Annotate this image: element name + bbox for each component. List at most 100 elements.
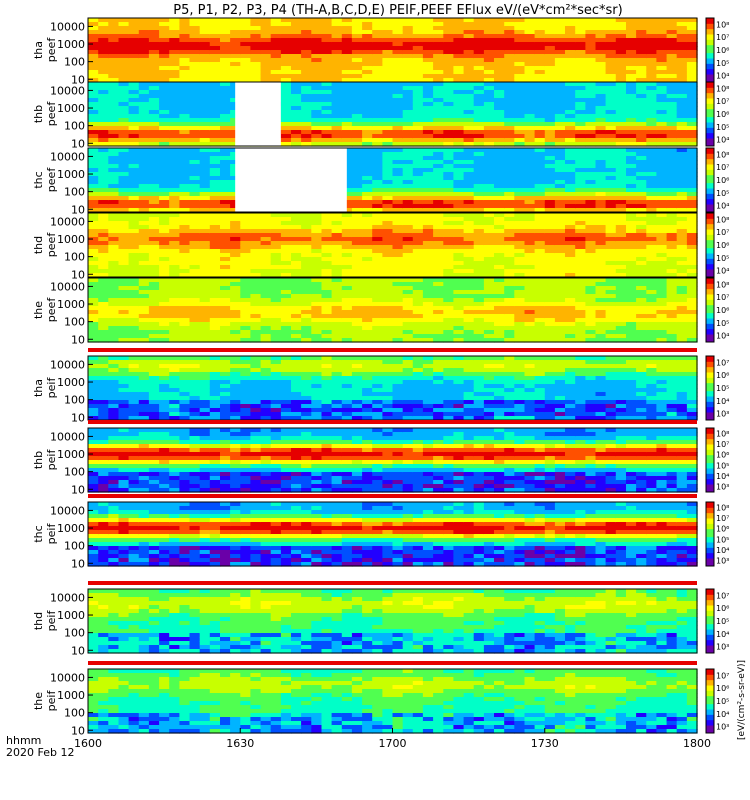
spectrogram-cell — [504, 118, 515, 123]
spectrogram-cell — [118, 94, 130, 99]
spectrogram-cell — [280, 134, 292, 139]
spectrogram-cell — [565, 152, 576, 157]
spectrogram-cell — [504, 176, 515, 181]
spectrogram-cell — [128, 269, 140, 274]
spectrogram-cell — [595, 217, 607, 222]
spectrogram-cell — [565, 338, 576, 343]
spectrogram-cell — [463, 261, 475, 266]
spectrogram-cell — [646, 302, 658, 307]
spectrogram-cell — [362, 237, 373, 242]
spectrogram-cell — [646, 318, 658, 323]
spectrogram-cell — [189, 172, 201, 177]
spectrogram-cell — [88, 18, 99, 23]
colorbar-segment — [706, 58, 714, 62]
spectrogram-cell — [473, 273, 485, 278]
spectrogram-cell — [331, 302, 343, 307]
spectrogram-cell — [88, 221, 99, 226]
spectrogram-cell — [382, 213, 394, 218]
spectrogram-cell — [575, 26, 586, 31]
spectrogram-cell — [189, 302, 201, 307]
spectrogram-cell — [138, 94, 150, 99]
spectrogram-cell — [179, 180, 191, 185]
spectrogram-cell — [676, 221, 688, 226]
spectrogram-cell — [463, 282, 475, 287]
spectrogram-cell — [463, 326, 475, 331]
spectrogram-cell — [351, 50, 363, 55]
spectrogram-cell — [534, 188, 546, 193]
spectrogram-cell — [483, 54, 495, 59]
spectrogram-cell — [554, 30, 566, 35]
spectrogram-cell — [605, 253, 617, 258]
spectrogram-cell — [159, 318, 170, 323]
spectrogram-cell — [605, 217, 617, 222]
spectrogram-cell — [372, 130, 383, 135]
spectrogram-cell — [412, 265, 424, 270]
spectrogram-cell — [554, 253, 566, 258]
spectrogram-cell — [331, 265, 343, 270]
spectrogram-cell — [351, 42, 363, 47]
spectrogram-cell — [686, 314, 698, 319]
spectrogram-cell — [138, 322, 150, 327]
spectrogram-cell — [626, 74, 637, 79]
spectrogram-cell — [656, 245, 668, 250]
spectrogram-cell — [88, 138, 99, 143]
spectrogram-cell — [402, 200, 414, 205]
spectrogram-cell — [636, 192, 647, 197]
spectrogram-cell — [159, 314, 170, 319]
spectrogram-cell — [220, 180, 231, 185]
spectrogram-cell — [148, 188, 160, 193]
spectrogram-cell — [260, 241, 272, 246]
spectrogram-cell — [138, 286, 150, 291]
spectrogram-cell — [291, 54, 302, 59]
spectrogram-cell — [514, 70, 526, 75]
spectrogram-cell — [524, 58, 536, 63]
spectrogram-cell — [575, 208, 586, 213]
spectrogram-cell — [372, 126, 383, 131]
spectrogram-cell — [595, 82, 607, 87]
spectrogram-cell — [646, 188, 658, 193]
spectrogram-cell — [656, 62, 668, 67]
spectrogram-cell — [199, 138, 211, 143]
spectrogram-cell — [341, 42, 353, 47]
spectrogram-cell — [504, 122, 515, 127]
spectrogram-cell — [159, 330, 170, 335]
spectrogram-cell — [402, 98, 414, 103]
spectrogram-cell — [585, 273, 597, 278]
spectrogram-cell — [636, 241, 647, 246]
spectrogram-cell — [544, 168, 556, 173]
spectrogram-cell — [534, 282, 546, 287]
spectrogram-cell — [179, 208, 191, 213]
spectrogram-cell — [230, 66, 241, 71]
spectrogram-cell — [199, 249, 211, 254]
spectrogram-cell — [88, 82, 99, 87]
spectrogram-cell — [463, 200, 475, 205]
spectrogram-cell — [128, 318, 140, 323]
spectrogram-cell — [311, 298, 323, 303]
spectrogram-cell — [230, 30, 241, 35]
spectrogram-cell — [291, 142, 302, 147]
spectrogram-cell — [240, 330, 252, 335]
spectrogram-cell — [321, 62, 333, 67]
spectrogram-cell — [138, 138, 150, 143]
spectrogram-cell — [412, 269, 424, 274]
colorbar-segment — [706, 98, 714, 102]
colorbar-segment — [706, 42, 714, 46]
spectrogram-cell — [636, 314, 647, 319]
spectrogram-cell — [159, 34, 170, 39]
spectrogram-cell — [595, 90, 607, 95]
spectrogram-cell — [565, 58, 576, 63]
spectrogram-cell — [128, 58, 140, 63]
spectrogram-cell — [138, 30, 150, 35]
spectrogram-cell — [179, 176, 191, 181]
spectrogram-cell — [331, 310, 343, 315]
spectrogram-cell — [585, 70, 597, 75]
spectrogram-cell — [453, 286, 465, 291]
spectrogram-cell — [270, 265, 282, 270]
spectrogram-cell — [270, 326, 282, 331]
spectrogram-cell — [544, 42, 556, 47]
spectrogram-cell — [585, 217, 597, 222]
spectrogram-cell — [656, 156, 668, 161]
spectrogram-cell — [626, 184, 637, 189]
spectrogram-cell — [494, 130, 505, 135]
spectrogram-cell — [453, 314, 465, 319]
